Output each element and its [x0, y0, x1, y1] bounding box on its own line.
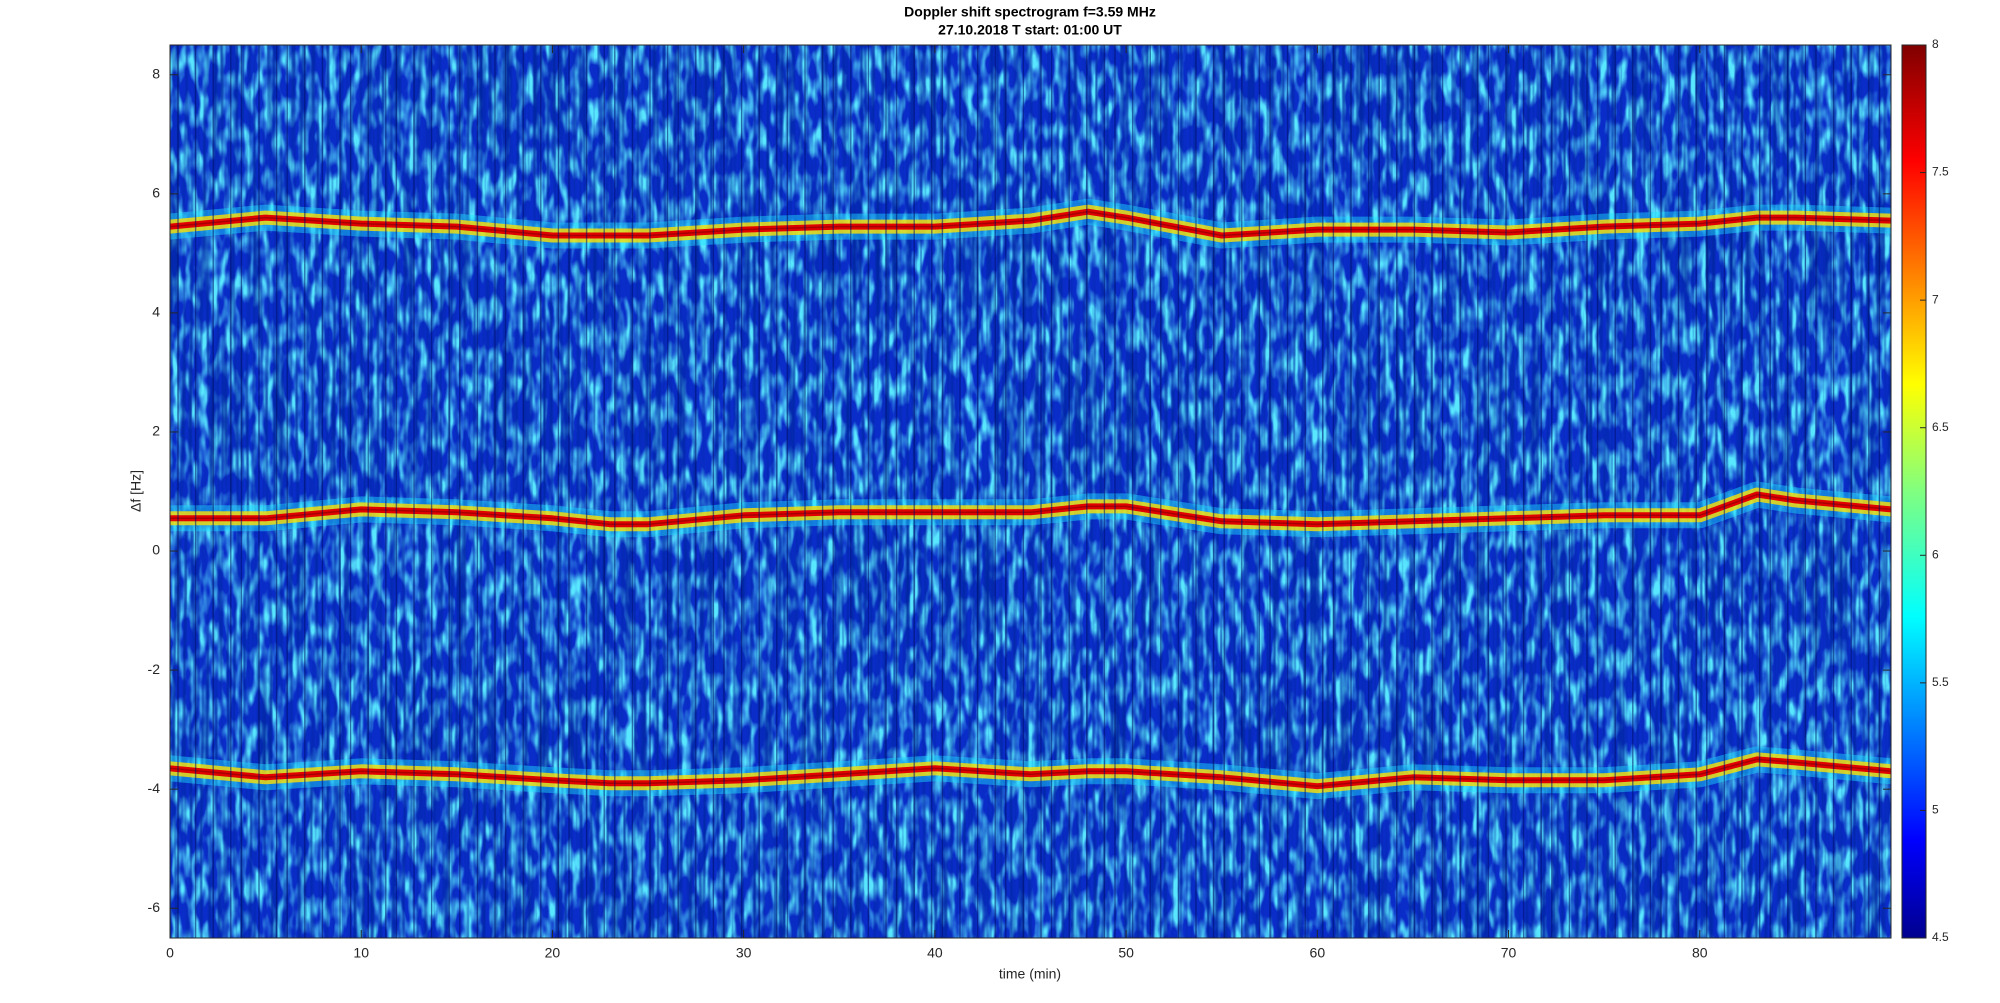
colorbar-tick-label: 6.5 [1932, 420, 1949, 434]
x-tick-label: 80 [1692, 945, 1708, 961]
colorbar-tick-label: 7 [1932, 292, 1939, 306]
y-tick-label: 4 [152, 304, 160, 320]
colorbar-tick-label: 5 [1932, 803, 1939, 817]
colorbar [1901, 44, 1927, 939]
y-axis-label: Δf [Hz] [128, 470, 144, 512]
traces [170, 45, 1891, 938]
colorbar-tick-label: 6 [1932, 547, 1939, 561]
x-tick-label: 50 [1118, 945, 1134, 961]
y-tick-label: 8 [152, 65, 160, 81]
y-tick-label: -6 [148, 899, 161, 915]
trace-core [170, 758, 1891, 787]
y-tick-label: 0 [152, 542, 160, 558]
chart-title: Doppler shift spectrogram f=3.59 MHz [904, 4, 1156, 20]
y-tick-label: -4 [148, 780, 161, 796]
y-tick-label: 6 [152, 185, 160, 201]
plot-frame [169, 44, 1892, 939]
noise-layer [170, 45, 1891, 938]
x-tick-label: 70 [1501, 945, 1517, 961]
colorbar-tick-label: 4.5 [1932, 930, 1949, 944]
x-tick-label: 0 [166, 945, 174, 961]
colorbar-tick-label: 7.5 [1932, 165, 1949, 179]
colorbar-tick-label: 8 [1932, 37, 1939, 51]
chart-subtitle: 27.10.2018 T start: 01:00 UT [938, 22, 1122, 38]
x-tick-label: 40 [927, 945, 943, 961]
x-tick-label: 10 [353, 945, 369, 961]
x-tick-label: 30 [736, 945, 752, 961]
x-tick-label: 60 [1310, 945, 1326, 961]
trace-core [170, 210, 1891, 237]
y-tick-label: -2 [148, 661, 161, 677]
x-axis-label: time (min) [999, 966, 1061, 982]
trace-core [170, 493, 1891, 525]
colorbar-tick-label: 5.5 [1932, 675, 1949, 689]
x-tick-label: 20 [545, 945, 561, 961]
y-tick-label: 2 [152, 423, 160, 439]
